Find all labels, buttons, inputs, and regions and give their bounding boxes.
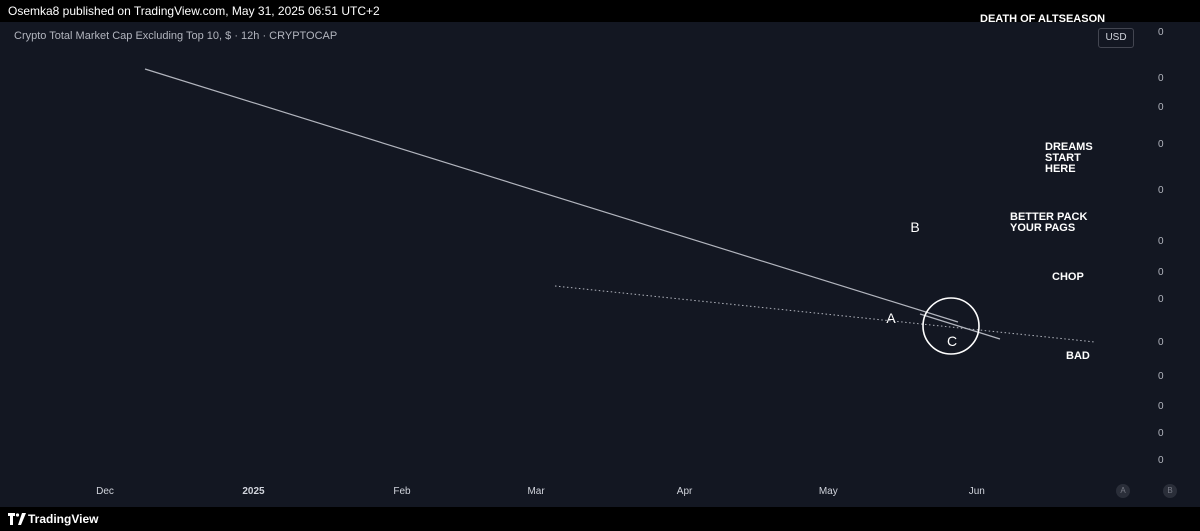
auto-scale-button[interactable]: A — [1116, 484, 1130, 498]
x-tick-label: Mar — [527, 486, 545, 497]
point-c-circle — [922, 297, 980, 355]
secondary-axis-tick: 0 — [1158, 139, 1164, 150]
publisher-bar: Osemka8 published on TradingView.com, Ma… — [0, 0, 1200, 22]
clipped-top-annotation: DEATH OF ALTSEASON — [980, 13, 1105, 25]
secondary-axis-tick: 0 — [1158, 294, 1164, 305]
x-tick-label: 2025 — [242, 486, 265, 497]
secondary-axis-tick: 0 — [1158, 236, 1164, 247]
dreams-annotation: DREAMS — [1045, 141, 1093, 153]
downtrend-line-extension — [919, 313, 1001, 340]
x-tick-label: Jun — [969, 486, 985, 497]
secondary-axis-tick: 0 — [1158, 102, 1164, 113]
x-tick-label: Apr — [677, 486, 693, 497]
secondary-axis-tick: 0 — [1158, 267, 1164, 278]
tradingview-logo-icon — [8, 513, 26, 528]
chart-title: Crypto Total Market Cap Excluding Top 10… — [14, 30, 338, 42]
footer-brand: TradingView — [28, 512, 99, 526]
point-a-label: A — [886, 310, 896, 326]
footer-bar: TradingView — [0, 507, 1200, 531]
secondary-axis-tick: 0 — [1158, 401, 1164, 412]
secondary-axis-tick: 0 — [1158, 455, 1164, 466]
point-c-label: C — [947, 333, 957, 349]
bad-annotation: BAD — [1066, 350, 1090, 362]
secondary-axis-tick: 0 — [1158, 428, 1164, 439]
dreams-annotation: HERE — [1045, 163, 1076, 175]
pack-annotation: BETTER PACK — [1010, 211, 1087, 223]
x-tick-label: Feb — [393, 486, 411, 497]
x-tick-label: Dec — [96, 486, 114, 497]
publisher-text: Osemka8 published on TradingView.com, Ma… — [8, 4, 380, 18]
downtrend-line — [144, 68, 959, 323]
dreams-annotation: START — [1045, 152, 1081, 164]
dotted-support-line — [554, 285, 1096, 343]
point-b-label: B — [910, 219, 919, 235]
secondary-axis-tick: 0 — [1158, 185, 1164, 196]
secondary-axis-tick: 0 — [1158, 73, 1164, 84]
secondary-axis-tick: 0 — [1158, 27, 1164, 38]
secondary-axis-tick: 0 — [1158, 337, 1164, 348]
chop-annotation: CHOP — [1052, 271, 1084, 283]
log-scale-button[interactable]: B — [1163, 484, 1177, 498]
secondary-axis-tick: 0 — [1158, 371, 1164, 382]
x-tick-label: May — [819, 486, 838, 497]
pack-annotation: YOUR PAGS — [1010, 222, 1075, 234]
currency-button[interactable]: USD — [1098, 28, 1134, 48]
